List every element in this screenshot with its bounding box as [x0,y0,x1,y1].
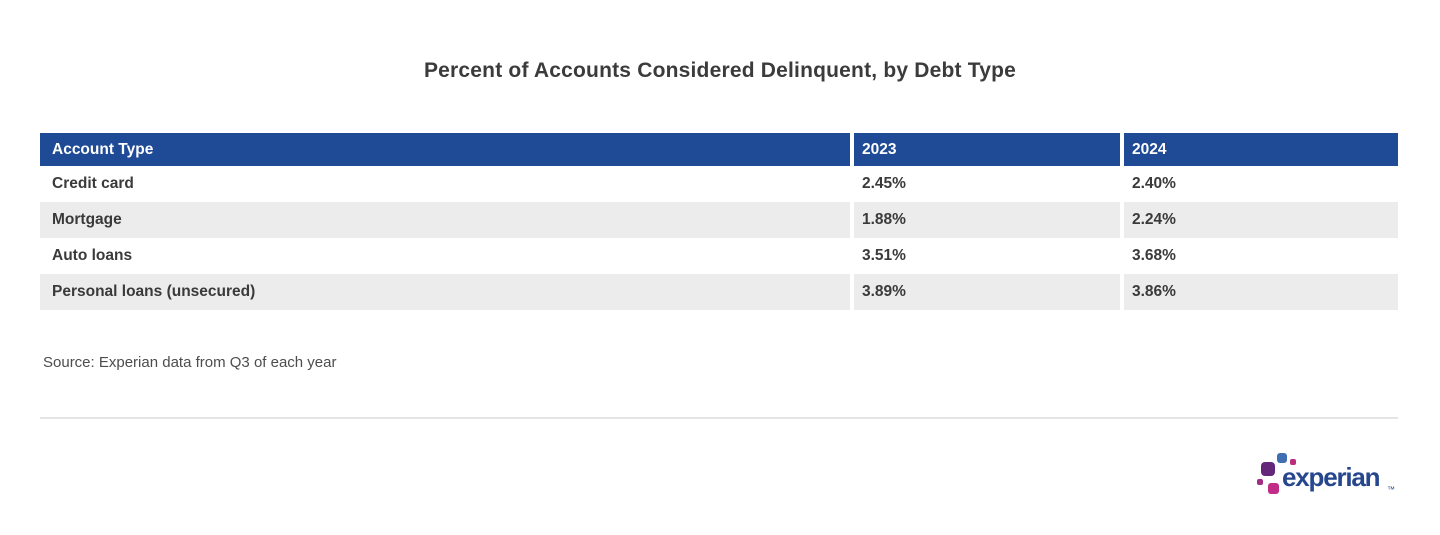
divider [40,417,1398,419]
cell-account-type: Mortgage [40,202,850,238]
table-row-mortgage: Mortgage 1.88% 2.24% [40,202,1398,238]
cell-2023-value: 3.51% [850,238,1120,274]
logo-square-magenta-left-icon [1257,479,1263,485]
cell-2024-value: 3.68% [1120,238,1398,274]
table-header-row: Account Type 2023 2024 [40,133,1398,166]
cell-2023-value: 3.89% [850,274,1120,310]
cell-account-type: Auto loans [40,238,850,274]
experian-logo: experian ™ [1256,449,1400,503]
logo-square-purple-icon [1261,462,1275,476]
table-row-personal-loans: Personal loans (unsecured) 3.89% 3.86% [40,274,1398,310]
cell-account-type: Personal loans (unsecured) [40,274,850,310]
column-header-account-type: Account Type [40,133,850,166]
column-header-2024: 2024 [1120,133,1398,166]
table-row-auto-loans: Auto loans 3.51% 3.68% [40,238,1398,274]
cell-2023-value: 2.45% [850,166,1120,202]
experian-logo-wordmark: experian [1282,462,1381,492]
cell-2024-value: 2.24% [1120,202,1398,238]
table-row-credit-card: Credit card 2.45% 2.40% [40,166,1398,202]
cell-2023-value: 1.88% [850,202,1120,238]
source-note: Source: Experian data from Q3 of each ye… [43,354,337,371]
delinquency-table: Account Type 2023 2024 Credit card 2.45%… [40,133,1398,310]
cell-2024-value: 3.86% [1120,274,1398,310]
column-header-2023: 2023 [850,133,1120,166]
delinquency-table-container: Account Type 2023 2024 Credit card 2.45%… [40,133,1398,310]
trademark-symbol: ™ [1387,485,1395,494]
logo-square-pink-icon [1268,483,1279,494]
cell-account-type: Credit card [40,166,850,202]
cell-2024-value: 2.40% [1120,166,1398,202]
logo-square-magenta-top-icon [1290,459,1296,465]
logo-square-blue-icon [1277,453,1287,463]
page-title: Percent of Accounts Considered Delinquen… [423,59,1017,82]
